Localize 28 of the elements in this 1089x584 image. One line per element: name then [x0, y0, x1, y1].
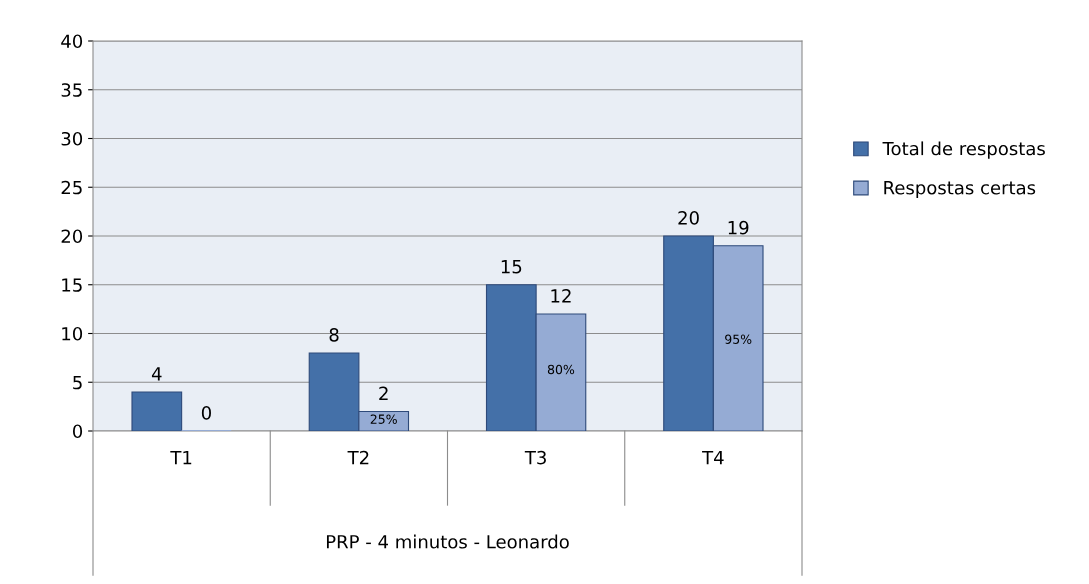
y-tick-label: 20 — [61, 229, 83, 244]
y-tick-label: 25 — [61, 180, 82, 195]
y-tick-label: 35 — [61, 83, 82, 97]
legend-label: Respostas certas — [884, 181, 1036, 199]
data-label: 12 — [551, 289, 571, 303]
data-label: 15 — [501, 260, 522, 274]
x-tick-label: T4 — [702, 451, 724, 465]
x-tick-label: T2 — [347, 450, 369, 465]
y-tick-label: 15 — [62, 278, 82, 292]
y-tick-label: 30 — [61, 131, 83, 146]
data-label: 2 — [379, 386, 388, 400]
data-label: 8 — [329, 328, 339, 342]
y-tick-label: 0 — [72, 424, 83, 439]
bar — [131, 391, 183, 431]
data-label: 20 — [678, 211, 699, 225]
data-label: 19 — [728, 220, 749, 235]
annotation: 25% — [370, 414, 397, 424]
data-label: 4 — [151, 367, 162, 381]
y-tick-label: 40 — [61, 34, 83, 49]
y-tick-label: 10 — [62, 326, 83, 341]
annotation: 95% — [725, 334, 752, 344]
y-tick-label: 5 — [73, 375, 82, 390]
x-axis-title: PRP - 4 minutos - Leonardo — [326, 534, 569, 549]
legend-label: Total de respostas — [882, 141, 1045, 159]
data-label: 0 — [201, 406, 211, 420]
annotation: 80% — [547, 364, 575, 375]
x-tick-label: T1 — [170, 451, 192, 465]
x-tick-label: T3 — [524, 450, 546, 465]
